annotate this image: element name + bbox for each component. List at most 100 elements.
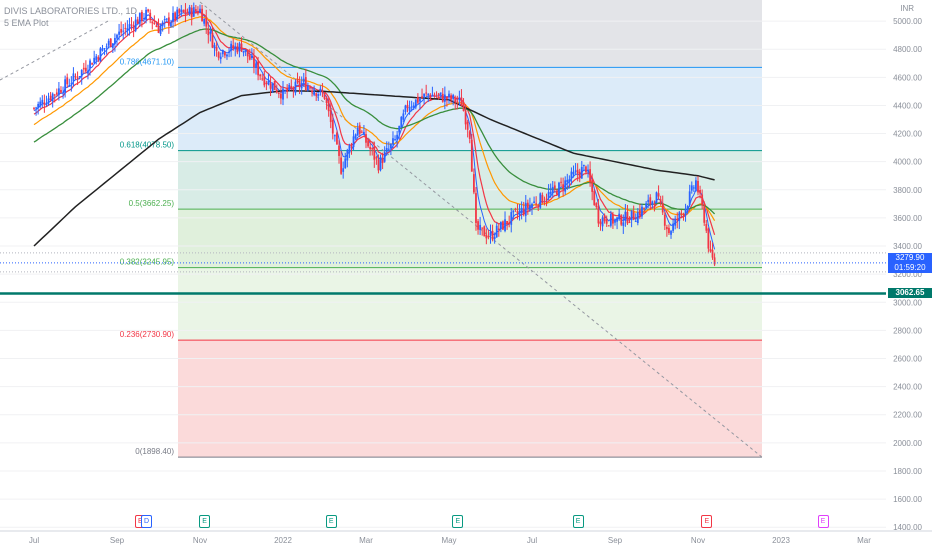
- candle-body: [126, 28, 129, 31]
- candle-body: [385, 148, 388, 153]
- candle-body: [72, 73, 75, 82]
- candle-body: [396, 134, 399, 140]
- candle-body: [663, 214, 666, 226]
- candle-body: [284, 90, 286, 92]
- candle-body: [549, 191, 552, 194]
- candle-body: [118, 31, 120, 35]
- candle-body: [626, 211, 629, 224]
- candle-body: [321, 90, 324, 93]
- candle-body: [410, 106, 413, 108]
- candle-body: [242, 50, 245, 53]
- candle-body: [709, 248, 712, 252]
- candle-body: [101, 48, 104, 51]
- candle-body: [599, 221, 602, 225]
- candle-body: [298, 81, 301, 88]
- candle-body: [491, 230, 494, 240]
- candle-body: [290, 86, 293, 88]
- candle-body: [537, 205, 540, 207]
- candle-body: [184, 9, 187, 15]
- y-tick-label: 4200.00: [893, 130, 922, 139]
- candle-body: [35, 107, 37, 109]
- candle-body: [93, 57, 96, 63]
- candle-body: [68, 84, 71, 86]
- candle-body: [692, 187, 695, 189]
- candle-body: [450, 95, 452, 100]
- y-tick-label: 1400.00: [893, 523, 922, 532]
- event-marker[interactable]: E: [199, 515, 211, 528]
- candle-body: [304, 77, 307, 90]
- candle-body: [475, 193, 477, 224]
- candle-body: [253, 56, 255, 68]
- candle-body: [109, 38, 112, 47]
- fib-zone-top: [178, 0, 762, 68]
- x-tick-label: Nov: [193, 536, 207, 545]
- candle-body: [479, 224, 482, 231]
- candle-body: [512, 210, 515, 213]
- candle-body: [365, 134, 367, 143]
- candle-body: [342, 168, 345, 172]
- candle-body: [217, 52, 220, 58]
- candle-body: [302, 78, 305, 82]
- indicator-label[interactable]: 5 EMA Plot: [4, 18, 49, 28]
- candle-body: [157, 25, 160, 33]
- candle-body: [678, 212, 681, 221]
- candle-body: [373, 146, 376, 160]
- candle-body: [174, 12, 176, 20]
- candle-body: [53, 94, 56, 96]
- candle-body: [273, 80, 276, 91]
- candle-body: [369, 146, 372, 150]
- candle-body: [620, 215, 623, 225]
- candle-body: [66, 77, 69, 85]
- event-marker[interactable]: E: [452, 515, 464, 528]
- candle-body: [116, 34, 118, 39]
- x-tick-label: May: [441, 536, 456, 545]
- candle-body: [240, 43, 243, 52]
- candle-body: [122, 30, 125, 32]
- candle-body: [84, 67, 87, 72]
- event-marker[interactable]: E: [701, 515, 713, 528]
- candle-body: [350, 146, 353, 148]
- candle-body: [551, 186, 554, 193]
- candle-body: [618, 213, 621, 220]
- candle-body: [165, 18, 168, 20]
- event-marker[interactable]: E: [572, 515, 584, 528]
- candle-body: [659, 199, 662, 204]
- candle-body: [263, 76, 266, 86]
- candle-body: [186, 12, 189, 14]
- candle-body: [580, 167, 583, 179]
- event-marker[interactable]: E: [817, 515, 829, 528]
- candle-body: [103, 48, 106, 50]
- symbol-title[interactable]: DIVIS LABORATORIES LTD., 1D: [4, 6, 138, 16]
- candle-body: [576, 169, 579, 174]
- candle-body: [95, 56, 98, 61]
- candle-body: [676, 219, 679, 221]
- candle-body: [238, 43, 241, 52]
- candle-body: [406, 104, 409, 109]
- candle-body: [464, 110, 467, 125]
- candle-body: [701, 194, 704, 206]
- candle-body: [651, 201, 654, 205]
- candle-body: [323, 92, 326, 99]
- event-marker[interactable]: E: [325, 515, 337, 528]
- candle-body: [143, 18, 145, 20]
- candle-body: [161, 22, 164, 27]
- candle-body: [614, 219, 616, 223]
- candle-body: [132, 25, 135, 29]
- candle-body: [630, 210, 633, 221]
- candle-body: [545, 198, 548, 200]
- candle-body: [352, 136, 355, 148]
- candle-body: [329, 109, 332, 123]
- candle-body: [587, 169, 589, 172]
- candle-body: [194, 9, 197, 12]
- candle-body: [182, 10, 185, 12]
- candle-body: [97, 57, 100, 60]
- candle-body: [429, 94, 432, 99]
- fib-zone: [178, 267, 762, 341]
- candle-body: [124, 27, 127, 29]
- horizontal-levels: [0, 252, 886, 295]
- candle-body: [167, 17, 170, 26]
- event-marker[interactable]: D: [141, 515, 153, 528]
- candle-body: [412, 105, 415, 108]
- candle-body: [697, 180, 699, 193]
